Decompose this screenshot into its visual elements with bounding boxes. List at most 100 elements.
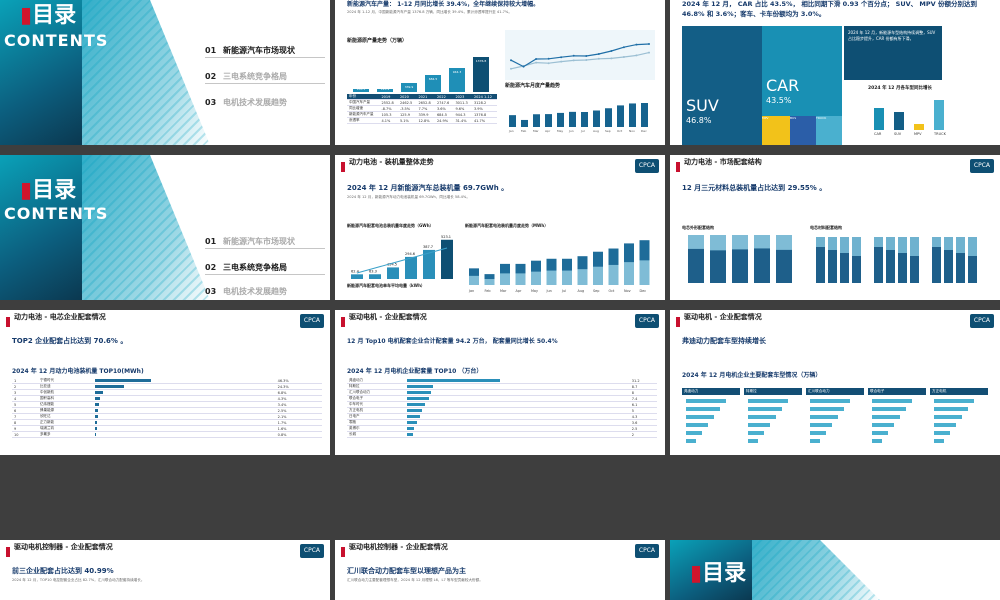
bar-label: 339.9: [404, 85, 414, 90]
table-cell: 6.8%: [275, 389, 322, 396]
table-cell: [404, 413, 630, 420]
toc-item-2[interactable]: 02 三电系统竞争格局: [205, 263, 287, 272]
slide-battery-structure[interactable]: 动力电池 - 市场配套结构 CPCA 12 月三元材料总装机量占比达到 29.55…: [670, 155, 1000, 300]
slide-headline: 新能源汽车产量： 1-12 月同比增长 39.4%，全年继续保持较大增幅。: [347, 1, 540, 8]
value-bar: [748, 399, 788, 403]
bar-label: 1376.8: [475, 59, 487, 64]
tick-label: Jun: [568, 129, 574, 133]
toc-divider: [205, 83, 325, 84]
toc-item-1[interactable]: 01 新能源汽车市场现状: [205, 237, 295, 246]
stack-segment: [828, 237, 837, 283]
value-bar: [872, 439, 882, 443]
table-row: 方正电机 5: [347, 407, 657, 414]
table-cell: 宁德时代: [37, 378, 94, 384]
toc-title: ▮目录: [690, 561, 747, 586]
slide-nev-production[interactable]: 新能源汽车产量： 1-12 月同比增长 39.4%，全年继续保持较大增幅。 20…: [335, 0, 665, 145]
table-row: 渗透率 4.1% 5.1% 12.8% 24.9% 31.4% 41.7%: [347, 117, 497, 124]
stack-segment: [898, 237, 907, 253]
stack-segment: [754, 248, 770, 283]
table-cell: 4.1%: [379, 117, 398, 124]
table-cell: 12.8%: [416, 117, 435, 124]
table-cell: [404, 378, 630, 384]
table-cell: 2747.6: [434, 99, 454, 106]
bar-segment: [577, 269, 588, 285]
tick-label: Apr: [545, 129, 551, 133]
bar: [521, 119, 528, 127]
table-cell: 2652.8: [416, 99, 435, 106]
toc-item-2[interactable]: 02 三电系统竞争格局: [205, 72, 287, 81]
point: [648, 43, 650, 45]
slide-motor-top10[interactable]: 驱动电机 - 企业配套情况 CPCA 12 月 Top10 电机配套企业合计配套量…: [335, 310, 665, 455]
nev-month-bars: Jan Feb Mar Apr May Jun Jul Aug Sep Oct Nov Dec: [508, 103, 648, 133]
tick-label: May: [557, 129, 563, 133]
table-cell: [93, 425, 276, 432]
value-bar: [686, 439, 696, 443]
slide-controller-2[interactable]: 驱动电机控制器 - 企业配套情况 CPCA 汇川联合动力配套车型以理想产品为主 汇…: [335, 540, 665, 600]
table-cell: 2: [629, 431, 657, 438]
stack-segment: [874, 237, 883, 283]
table-cell: 2024 1-12: [471, 94, 497, 100]
bar-segment: [546, 270, 557, 285]
value-bar: [406, 397, 429, 400]
point: [585, 59, 588, 61]
bar: [369, 274, 381, 279]
slide-car-share[interactable]: 2024 年 12 月， CAR 占比 43.5%， 相比同期下滑 0.93 个…: [670, 0, 1000, 145]
tick-label: Jan: [508, 129, 514, 133]
table-cell: 1: [12, 378, 38, 384]
treemap-mpv: MPV: [762, 116, 790, 145]
slide-toc-3[interactable]: ▮目录: [670, 540, 1000, 600]
bar-label: 105.3: [356, 87, 366, 91]
point: [510, 67, 512, 70]
table-cell: 46.3%: [275, 378, 322, 384]
bar-segment: [469, 275, 479, 285]
share-bar: [95, 415, 98, 418]
point: [535, 61, 538, 64]
table-cell: [93, 389, 276, 396]
tick-label: May: [531, 289, 538, 293]
table-cell: 9.6%: [453, 105, 472, 112]
tick-label: CAR: [874, 132, 882, 136]
bar: [617, 105, 624, 127]
value-bar: [810, 399, 850, 403]
slide-toc-1[interactable]: ▮目录 CONTENTS 01 新能源汽车市场现状 02 三电系统竞争格局 03 电机…: [0, 0, 330, 145]
table-cell: 多氟多: [37, 431, 94, 438]
stack-segment: [910, 237, 919, 283]
slide-motor-models[interactable]: 驱动电机 - 企业配套情况 CPCA 弗迪动力配套车型持续增长 2024 年 12…: [670, 310, 1000, 455]
bar: [569, 111, 576, 127]
table-cell: 中车时代: [347, 401, 405, 408]
table-cell: [93, 413, 276, 420]
bar: [557, 112, 564, 127]
table-cell: 8: [12, 419, 38, 426]
share-bar: [95, 409, 99, 412]
bar: [641, 103, 648, 127]
point: [597, 53, 600, 55]
slide-header: 驱动电机 - 企业配套情况 CPCA: [335, 310, 665, 332]
value-bar: [810, 407, 844, 411]
table-cell: 弗迪动力: [347, 378, 405, 384]
table-row: 7 欣旺达 2.1%: [12, 413, 322, 420]
table-cell: [93, 395, 276, 402]
table-row: 8 正力新能 1.7%: [12, 419, 322, 426]
treemap-truck: TRUCK: [816, 116, 842, 145]
toc-title: ▮目录: [20, 178, 77, 203]
table-cell: -8.7%: [379, 105, 398, 112]
slide-header: 动力电池 - 市场配套结构 CPCA: [670, 155, 1000, 177]
toc-item-1[interactable]: 01 新能源汽车市场现状: [205, 46, 295, 55]
toc-item-3[interactable]: 03 电机技术发展趋势: [205, 98, 287, 107]
table-cell: 蜂巢能源: [37, 407, 94, 414]
decor-mesh: [60, 0, 210, 145]
table-cell: 2019: [379, 94, 398, 100]
stack-segment: [886, 237, 895, 250]
value-bar: [686, 431, 702, 435]
slide-controller-1[interactable]: 驱动电机控制器 - 企业配套情况 CPCA 前三企业配套占比达到 40.99% 2…: [0, 540, 330, 600]
table-cell: -3.5%: [397, 105, 417, 112]
table-cell: 4: [12, 395, 38, 402]
stack-segment: [852, 237, 861, 256]
slide-top10-battery[interactable]: 动力电池 - 电芯企业配套情况 CPCA TOP2 企业配套占比达到 70.6% …: [0, 310, 330, 455]
toc-band: [670, 540, 752, 600]
slide-toc-2[interactable]: ▮目录 CONTENTS 01 新能源汽车市场现状 02 三电系统竞争格局 03 电机…: [0, 155, 330, 300]
toc-item-3[interactable]: 03 电机技术发展趋势: [205, 287, 287, 296]
stack-segment: [968, 237, 977, 256]
slide-battery-volume[interactable]: 动力电池 - 装机量整体走势 CPCA 2024 年 12 月新能源汽车总装机量 …: [335, 155, 665, 300]
bar-segment: [624, 262, 634, 285]
